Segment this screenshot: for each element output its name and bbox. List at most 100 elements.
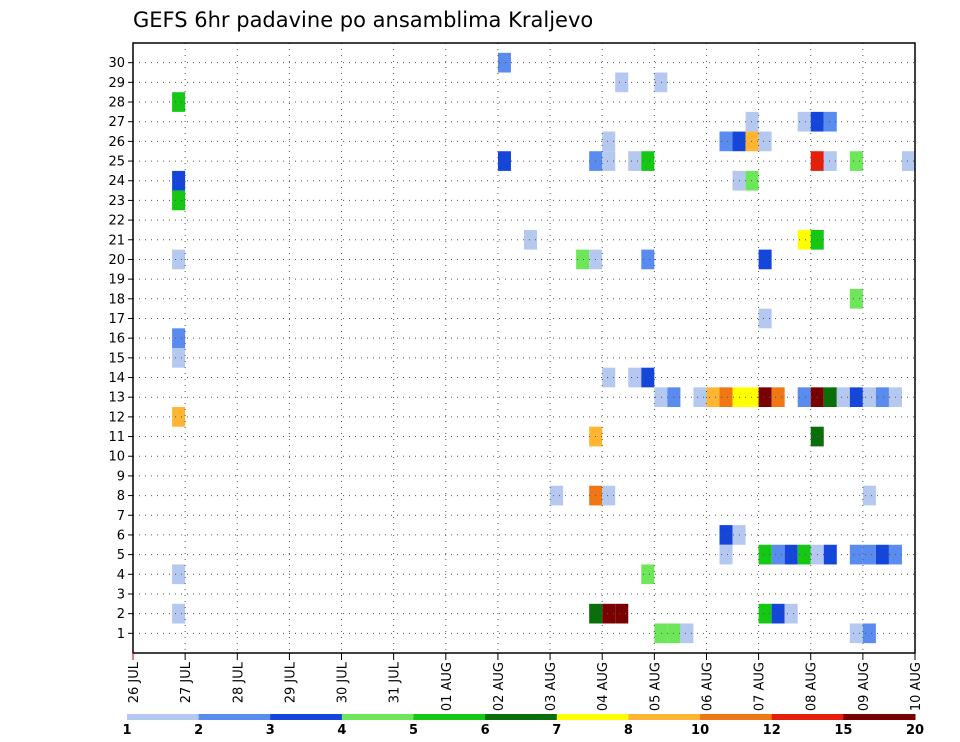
precip-cell-27 <box>628 367 642 388</box>
precip-cell-7 <box>172 564 186 585</box>
colorbar-segment-0 <box>127 714 200 720</box>
precip-cell-65 <box>797 387 811 408</box>
y-tick-label-30: 30 <box>108 56 125 71</box>
precip-cell-49 <box>745 131 759 152</box>
precip-cell-87 <box>875 387 889 408</box>
colorbar-segment-9 <box>771 714 844 720</box>
precip-cell-48 <box>745 111 759 132</box>
precip-cell-86 <box>862 623 876 644</box>
x-tick-label-1: 27 JUL <box>179 661 194 703</box>
y-tick-label-24: 24 <box>108 174 125 189</box>
y-tick-label-10: 10 <box>108 450 125 465</box>
precip-cell-51 <box>745 387 759 408</box>
y-tick-label-17: 17 <box>108 312 125 327</box>
colorbar-segment-10 <box>843 714 916 720</box>
precip-cell-82 <box>849 623 863 644</box>
precip-cell-79 <box>849 288 863 309</box>
precip-cell-57 <box>758 603 772 624</box>
precip-cell-39 <box>706 387 720 408</box>
precip-cell-21 <box>602 367 616 388</box>
precip-cell-40 <box>719 131 733 152</box>
colorbar-label-3: 3 <box>266 723 275 738</box>
y-tick-label-23: 23 <box>108 194 125 209</box>
precip-cell-81 <box>849 544 863 565</box>
precip-cell-43 <box>719 544 733 565</box>
colorbar-label-5: 5 <box>409 723 418 738</box>
precip-cell-37 <box>680 623 694 644</box>
precip-cell-60 <box>771 603 785 624</box>
precip-cell-52 <box>758 131 772 152</box>
precip-cell-19 <box>602 131 616 152</box>
x-tick-label-0: 26 JUL <box>127 661 142 703</box>
colorbar: 1 2 3 4 5 6 7 8 10 12 15 20 <box>122 714 924 738</box>
precip-cell-84 <box>862 485 876 506</box>
precip-cell-33 <box>654 387 668 408</box>
x-tick-label-6: 01 AUG <box>440 662 455 711</box>
colorbar-segment-3 <box>341 714 415 720</box>
precip-cell-22 <box>602 485 616 506</box>
precip-cell-25 <box>615 603 629 624</box>
y-tick-label-18: 18 <box>108 292 125 307</box>
y-tick-label-5: 5 <box>117 548 125 563</box>
plot-frame <box>132 42 916 654</box>
precip-cell-2 <box>172 190 186 211</box>
y-tick-label-26: 26 <box>108 135 125 150</box>
precip-cell-77 <box>836 387 850 408</box>
x-tick-label-5: 31 JUL <box>388 661 403 703</box>
y-tick-label-22: 22 <box>108 214 125 229</box>
precip-cell-80 <box>849 387 863 408</box>
x-tick-label-11: 06 AUG <box>700 662 715 711</box>
x-tick-label-12: 07 AUG <box>753 662 768 711</box>
y-tick-label-4: 4 <box>117 568 125 583</box>
precip-cell-4 <box>172 328 186 348</box>
precip-cell-42 <box>719 525 733 545</box>
precip-cell-9 <box>497 52 511 73</box>
colorbar-label-20: 20 <box>906 723 924 738</box>
precip-cell-6 <box>172 407 186 427</box>
y-tick-label-11: 11 <box>108 430 125 445</box>
y-tick-label-20: 20 <box>108 253 125 268</box>
y-tick-label-2: 2 <box>117 607 125 622</box>
precip-cell-8 <box>172 603 186 624</box>
x-tick-label-13: 08 AUG <box>805 662 820 711</box>
y-tick-label-25: 25 <box>108 155 125 170</box>
precip-cell-76 <box>823 544 837 565</box>
y-tick-label-3: 3 <box>117 587 125 602</box>
chart-title: GEFS 6hr padavine po ansamblima Kraljevo <box>133 8 593 32</box>
precip-cell-56 <box>758 544 772 565</box>
x-tick-label-9: 04 AUG <box>596 662 611 711</box>
y-tick-label-7: 7 <box>117 509 125 524</box>
x-tick-label-15: 10 AUG <box>909 662 924 711</box>
x-axis: 26 JUL 27 JUL 28 JUL 29 JUL 30 JUL 31 JUL 01 A… <box>127 653 924 711</box>
precip-cell-23 <box>602 603 616 624</box>
x-tick-label-10: 05 AUG <box>648 662 663 711</box>
colorbar-segment-7 <box>628 714 701 720</box>
precip-cell-54 <box>758 308 772 329</box>
colorbar-segment-2 <box>270 714 343 720</box>
colorbar-label-2: 2 <box>194 723 203 738</box>
x-tick-label-8: 03 AUG <box>544 662 559 711</box>
precip-cell-5 <box>172 348 186 368</box>
precip-cell-61 <box>784 544 798 565</box>
y-tick-label-13: 13 <box>108 391 125 406</box>
colorbar-segment-5 <box>485 714 558 720</box>
colorbar-label-6: 6 <box>481 723 490 738</box>
precip-cell-62 <box>784 603 798 624</box>
colorbar-label-8: 8 <box>624 723 633 738</box>
precip-cell-26 <box>628 151 642 171</box>
precip-cell-1 <box>172 170 186 191</box>
precip-cell-50 <box>745 170 759 191</box>
colorbar-label-12: 12 <box>763 723 781 738</box>
precip-cell-0 <box>172 92 186 112</box>
precip-cell-20 <box>602 151 616 171</box>
precip-cell-74 <box>823 151 837 171</box>
precip-cell-32 <box>654 72 668 93</box>
precip-cell-28 <box>641 151 655 171</box>
precip-cell-75 <box>823 387 837 408</box>
precip-cell-85 <box>862 544 876 565</box>
precip-cell-73 <box>823 111 837 132</box>
precip-cell-55 <box>758 387 772 408</box>
precip-cell-78 <box>849 151 863 171</box>
precip-cell-38 <box>693 387 707 408</box>
